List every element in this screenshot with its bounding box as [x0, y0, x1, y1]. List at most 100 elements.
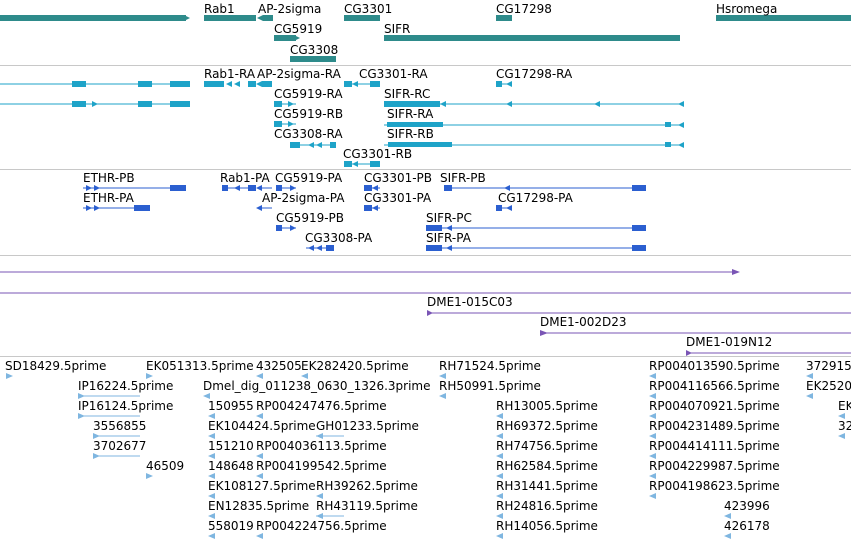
est-label[interactable]: Dmel_dig_011238_0630_1326.3prime — [203, 379, 431, 393]
est-label[interactable]: RP004198623.5prime — [649, 479, 780, 493]
est-label[interactable]: RH69372.5prime — [496, 419, 598, 433]
transcript-label[interactable]: AP-2sigma-RA — [257, 67, 341, 81]
transcript-label[interactable]: CG3301-RA — [359, 67, 428, 81]
est-arrow-right — [146, 373, 153, 379]
est-label[interactable]: EK108127.5prime — [208, 479, 316, 493]
est-label[interactable]: 423996 — [724, 499, 770, 513]
est-label[interactable]: RP004229987.5prime — [649, 459, 780, 473]
est-label[interactable]: SD18429.5prime — [5, 359, 107, 373]
est-label[interactable]: 150955 — [208, 399, 254, 413]
est-label[interactable]: 432505 — [256, 359, 302, 373]
est-label[interactable]: IP16124.5prime — [78, 399, 174, 413]
transcript-label[interactable]: Rab1-RA — [204, 67, 256, 81]
gene-label[interactable]: AP-2sigma — [258, 2, 322, 16]
est-label[interactable]: EK051313.5prime — [146, 359, 254, 373]
transcript-label[interactable]: SIFR-RC — [384, 87, 431, 101]
est-label[interactable]: RP004013590.5prime — [649, 359, 780, 373]
protein-label[interactable]: SIFR-PC — [426, 211, 472, 225]
est-label[interactable]: RH24816.5prime — [496, 499, 598, 513]
est-label[interactable]: RH71524.5prime — [439, 359, 541, 373]
gene-label[interactable]: SIFR — [384, 22, 411, 36]
protein-label[interactable]: CG5919-PA — [275, 171, 343, 185]
exon-block — [370, 81, 380, 87]
est-label[interactable]: RP004116566.5prime — [649, 379, 780, 393]
est-arrow-left — [208, 513, 215, 519]
clone-label[interactable]: DME1-002D23 — [540, 315, 627, 329]
est-label[interactable]: EK2520 — [806, 379, 851, 393]
est-label[interactable]: EK282420.5prime — [301, 359, 409, 373]
est-label[interactable]: RH14056.5prime — [496, 519, 598, 533]
transcript-label[interactable]: CG3301-RB — [343, 147, 413, 161]
est-label[interactable]: 558019 — [208, 519, 254, 533]
est-label[interactable]: RP004036113.5prime — [256, 439, 387, 453]
exon-block — [632, 245, 646, 251]
est-label[interactable]: 372915 — [806, 359, 851, 373]
clone-label[interactable]: DME1-019N12 — [686, 335, 773, 349]
est-arrow-left — [256, 373, 263, 379]
gene-label[interactable]: CG5919 — [274, 22, 323, 36]
est-label[interactable]: RH62584.5prime — [496, 459, 598, 473]
exon-block — [344, 161, 352, 167]
est-label[interactable]: 151210 — [208, 439, 254, 453]
protein-label[interactable]: SIFR-PB — [440, 171, 486, 185]
est-label[interactable]: RH13005.5prime — [496, 399, 598, 413]
est-label[interactable]: 148648 — [208, 459, 254, 473]
est-arrow-left — [496, 493, 503, 499]
est-label[interactable]: RH74756.5prime — [496, 439, 598, 453]
est-label[interactable]: 46509 — [146, 459, 185, 473]
protein-label[interactable]: Rab1-PA — [220, 171, 270, 185]
est-label[interactable]: 32 — [838, 419, 851, 433]
transcript-label[interactable]: SIFR-RB — [387, 127, 434, 141]
est-label[interactable]: RP004199542.5prime — [256, 459, 387, 473]
gene-label[interactable]: CG17298 — [496, 2, 552, 16]
protein-label[interactable]: CG3308-PA — [305, 231, 373, 245]
transcript-label[interactable]: SIFR-RA — [387, 107, 434, 121]
est-label[interactable]: RH31441.5prime — [496, 479, 598, 493]
transcript-label[interactable]: CG5919-RB — [274, 107, 344, 121]
gene-label[interactable]: CG3308 — [290, 43, 339, 57]
gene-label[interactable]: Rab1 — [204, 2, 235, 16]
protein-label[interactable]: AP-2sigma-PA — [262, 191, 345, 205]
exon-block — [248, 81, 256, 87]
strand-arrow-left — [446, 225, 452, 231]
protein-label[interactable]: ETHR-PB — [83, 171, 135, 185]
protein-label[interactable]: CG3301-PA — [364, 191, 432, 205]
est-label[interactable]: 426178 — [724, 519, 770, 533]
gene-label[interactable]: Hsromega — [716, 2, 778, 16]
est-arrow-left — [301, 373, 308, 379]
gene-block — [274, 35, 296, 41]
strand-arrow-left — [504, 185, 510, 191]
est-label[interactable]: EN12835.5prime — [208, 499, 310, 513]
est-label[interactable]: 3556855 — [93, 419, 147, 433]
est-label[interactable]: RP004414111.5prime — [649, 439, 780, 453]
protein-label[interactable]: ETHR-PA — [83, 191, 134, 205]
clone-end-marker — [540, 330, 548, 336]
protein-label[interactable]: CG3301-PB — [364, 171, 433, 185]
transcript-label[interactable]: CG5919-RA — [274, 87, 343, 101]
est-arrow-left — [208, 493, 215, 499]
est-label[interactable]: GH01233.5prime — [316, 419, 419, 433]
transcript-label[interactable]: CG3308-RA — [274, 127, 343, 141]
est-label[interactable]: RH50991.5prime — [439, 379, 541, 393]
est-arrow-left — [649, 413, 656, 419]
est-label[interactable]: RP004247476.5prime — [256, 399, 387, 413]
est-label[interactable]: EK104424.5prime — [208, 419, 316, 433]
protein-label[interactable]: SIFR-PA — [426, 231, 471, 245]
transcript-label[interactable]: CG17298-RA — [496, 67, 573, 81]
est-label[interactable]: RP004224756.5prime — [256, 519, 387, 533]
est-label[interactable]: IP16224.5prime — [78, 379, 174, 393]
est-label[interactable]: RP004231489.5prime — [649, 419, 780, 433]
est-label[interactable]: RH39262.5prime — [316, 479, 418, 493]
est-label[interactable]: RP004070921.5prime — [649, 399, 780, 413]
est-label[interactable]: 3702677 — [93, 439, 147, 453]
gene-label[interactable]: CG3301 — [344, 2, 393, 16]
est-label[interactable]: EK — [838, 399, 851, 413]
strand-arrow-left — [256, 185, 262, 191]
clone-label[interactable]: DME1-015C03 — [427, 295, 513, 309]
protein-label[interactable]: CG5919-PB — [276, 211, 345, 225]
est-label[interactable]: RH43119.5prime — [316, 499, 418, 513]
protein-label[interactable]: CG17298-PA — [498, 191, 573, 205]
strand-arrow-left — [506, 81, 512, 87]
strand-arrow-left — [308, 245, 314, 251]
